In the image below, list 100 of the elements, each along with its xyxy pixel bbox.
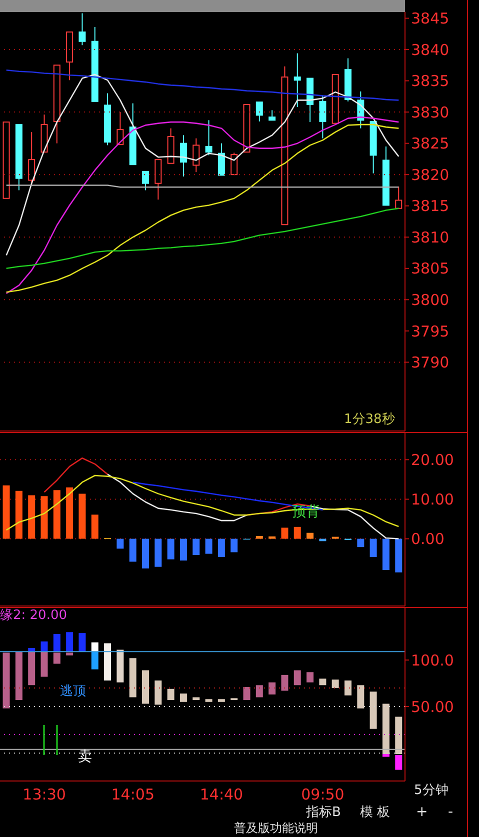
y-tick-label: 100.0: [411, 651, 454, 670]
bar: [294, 526, 301, 539]
bar: [268, 682, 276, 694]
bar: [66, 487, 74, 539]
line-series: [6, 474, 400, 531]
bar: [116, 538, 124, 549]
bar: [218, 699, 225, 702]
bar: [15, 652, 22, 700]
annotation: 卖: [78, 749, 92, 766]
x-tick-label: 09:50: [301, 786, 344, 804]
y-tick-label: 3800: [411, 290, 450, 309]
bar: [192, 538, 200, 555]
bar: [395, 538, 402, 572]
y-tick-label: 3845: [411, 10, 450, 28]
candlestick: [218, 142, 225, 176]
y-tick-label: 3805: [411, 260, 450, 278]
bar: [370, 692, 377, 729]
annotation: 1分38秒: [344, 412, 395, 428]
bar: [382, 704, 390, 754]
bar: [180, 538, 187, 561]
text: 普及版功能说明: [234, 821, 318, 836]
bar: [306, 672, 314, 682]
candlestick: [205, 120, 212, 156]
bar: [319, 678, 326, 686]
text: +: [416, 804, 428, 820]
y-tick-label: 0.00: [411, 530, 444, 548]
bar: [91, 514, 98, 539]
bar: [167, 538, 174, 560]
bar: [40, 641, 48, 652]
bar: [2, 652, 10, 708]
bar: [294, 670, 301, 686]
x-tick-label: 13:30: [22, 786, 66, 804]
bar: [180, 694, 187, 702]
candlestick: [180, 134, 187, 177]
bar: [53, 652, 60, 664]
bar: [66, 632, 74, 652]
x-tick-label: 14:40: [200, 786, 244, 804]
candlestick: [116, 112, 124, 146]
bar: [357, 538, 364, 548]
y-tick-label: 3825: [411, 134, 450, 153]
bar: [395, 754, 402, 770]
bar: [142, 670, 150, 704]
bar: [142, 538, 150, 568]
bar: [167, 688, 174, 700]
y-tick-label: 3835: [411, 72, 450, 90]
annotation: 缘2: 20.00: [0, 608, 67, 624]
bar: [129, 538, 136, 562]
line-series: [6, 74, 400, 256]
candlestick: [268, 110, 276, 121]
y-tick-label: 3795: [411, 322, 450, 340]
x-tick-label: 14:05: [111, 786, 155, 804]
bar: [2, 485, 10, 539]
bar: [28, 495, 36, 539]
bar: [116, 650, 124, 682]
y-tick-label: 3830: [411, 103, 450, 122]
bar: [243, 687, 250, 700]
bar: [332, 680, 339, 688]
bar: [306, 532, 314, 539]
bar: [192, 697, 200, 700]
y-tick-label: 20.00: [411, 451, 454, 470]
bar: [281, 528, 288, 539]
bar: [78, 633, 86, 652]
candlestick: [294, 52, 301, 108]
y-tick-label: 3810: [411, 228, 450, 246]
bar: [205, 538, 212, 554]
bar: [66, 652, 74, 656]
bar: [268, 536, 276, 539]
candlestick: [142, 170, 150, 191]
bar: [344, 680, 352, 696]
annotation: 逃顶: [60, 684, 86, 700]
bar: [78, 494, 86, 539]
bar: [382, 538, 390, 570]
y-tick-label: 3840: [411, 40, 450, 59]
bar: [154, 680, 162, 705]
candlestick: [319, 94, 326, 139]
line-series: [6, 70, 400, 101]
bar: [53, 490, 60, 539]
text: 指标B: [306, 805, 341, 820]
bar: [205, 699, 212, 702]
bar: [357, 685, 364, 708]
y-tick-label: 10.00: [411, 490, 454, 509]
bar: [40, 652, 48, 677]
bar: [256, 685, 263, 698]
bar: [281, 674, 288, 691]
text: 5分钟: [414, 783, 448, 798]
bar: [395, 716, 402, 754]
text: -: [448, 804, 454, 820]
bar: [15, 490, 22, 539]
bar: [40, 496, 48, 539]
candlestick: [192, 138, 200, 173]
candlestick: [395, 186, 402, 209]
y-tick-label: 3790: [411, 354, 450, 372]
bar: [218, 538, 225, 557]
bar: [129, 658, 136, 698]
bar: [28, 652, 36, 686]
candlestick: [256, 102, 263, 122]
bar: [53, 634, 60, 652]
bar: [91, 642, 98, 652]
candlestick: [154, 159, 162, 200]
bar: [256, 536, 263, 539]
